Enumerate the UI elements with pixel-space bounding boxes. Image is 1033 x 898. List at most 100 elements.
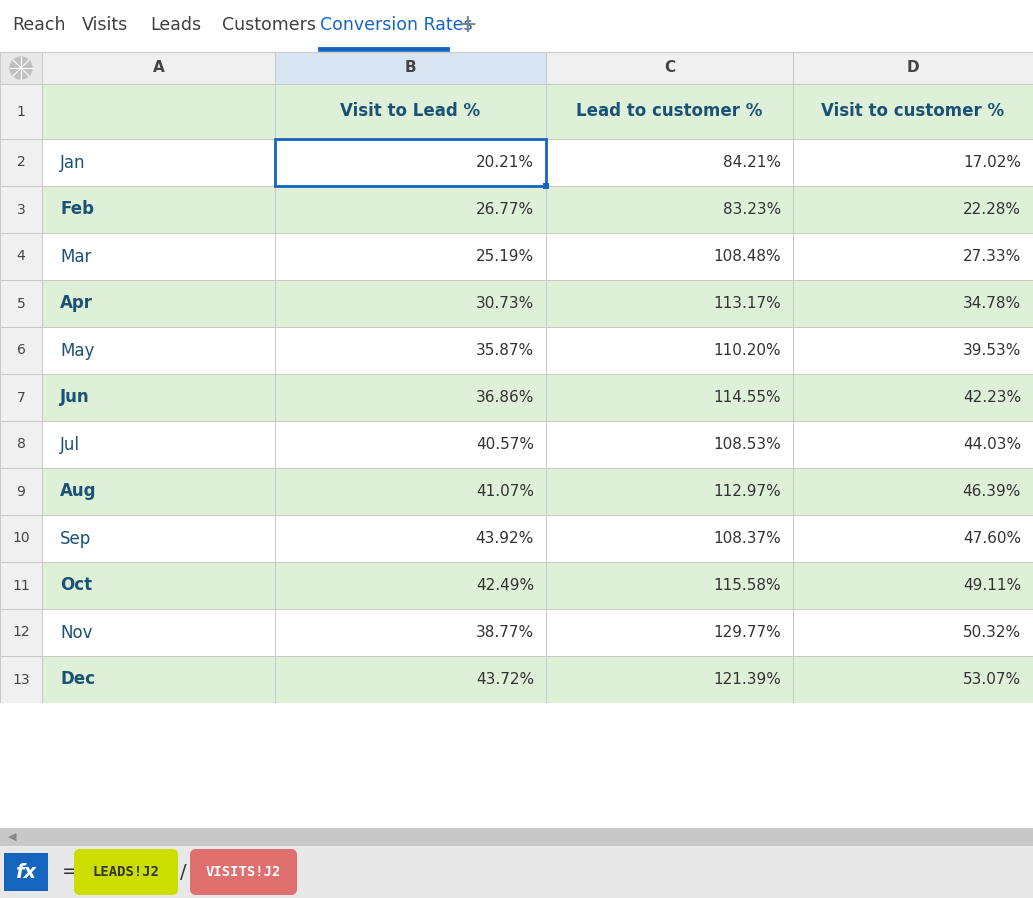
Text: 17.02%: 17.02% (963, 155, 1021, 170)
Bar (275, 233, 546, 280)
Bar (0, 52, 42, 84)
Text: Conversion Rates: Conversion Rates (320, 16, 473, 34)
Text: 9: 9 (17, 485, 26, 498)
Text: 50.32%: 50.32% (963, 625, 1021, 640)
Text: /: / (180, 862, 187, 882)
Bar (546, 233, 793, 280)
Text: 1: 1 (17, 104, 26, 119)
Bar (42, 233, 275, 280)
Text: Dec: Dec (60, 671, 95, 689)
Text: 113.17%: 113.17% (713, 296, 781, 311)
Bar (42, 515, 275, 562)
Text: fx: fx (15, 862, 36, 882)
Bar (0, 468, 42, 515)
Bar (546, 562, 793, 609)
Bar (546, 327, 793, 374)
Text: 2: 2 (17, 155, 26, 170)
Text: Sep: Sep (60, 530, 91, 548)
Text: Visit to Lead %: Visit to Lead % (341, 102, 480, 120)
Text: 42.49%: 42.49% (476, 578, 534, 593)
Bar (0, 828, 1033, 846)
Text: 10: 10 (12, 532, 30, 545)
Bar (42, 374, 275, 421)
Bar (0, 327, 42, 374)
Bar (275, 186, 546, 233)
Text: Apr: Apr (60, 295, 93, 313)
Text: 83.23%: 83.23% (723, 202, 781, 217)
Text: 22.28%: 22.28% (963, 202, 1021, 217)
Bar (546, 84, 793, 139)
Bar (0, 84, 42, 139)
Bar (793, 327, 1033, 374)
Text: 34.78%: 34.78% (963, 296, 1021, 311)
Bar (793, 52, 1033, 84)
Text: 26.77%: 26.77% (476, 202, 534, 217)
Text: 11: 11 (12, 578, 30, 593)
Bar (546, 656, 793, 703)
Text: Nov: Nov (60, 623, 93, 641)
Text: 6: 6 (17, 344, 26, 357)
Text: 3: 3 (17, 203, 26, 216)
Text: 108.37%: 108.37% (713, 531, 781, 546)
Bar (0, 374, 42, 421)
Text: Reach: Reach (12, 16, 65, 34)
Bar (42, 84, 275, 139)
Bar (546, 515, 793, 562)
Text: Leads: Leads (150, 16, 201, 34)
Text: 39.53%: 39.53% (963, 343, 1021, 358)
Bar (275, 562, 546, 609)
Bar (793, 656, 1033, 703)
Bar (42, 52, 275, 84)
Text: 53.07%: 53.07% (963, 672, 1021, 687)
Text: 25.19%: 25.19% (476, 249, 534, 264)
Text: Jun: Jun (60, 389, 90, 407)
Bar (546, 186, 793, 233)
Bar (543, 183, 549, 189)
Text: 36.86%: 36.86% (475, 390, 534, 405)
Text: Aug: Aug (60, 482, 96, 500)
Text: 12: 12 (12, 626, 30, 639)
Text: 129.77%: 129.77% (713, 625, 781, 640)
Bar (42, 656, 275, 703)
Text: 35.87%: 35.87% (476, 343, 534, 358)
Text: 110.20%: 110.20% (714, 343, 781, 358)
Bar (546, 374, 793, 421)
Text: Lead to customer %: Lead to customer % (576, 102, 762, 120)
Bar (275, 656, 546, 703)
Bar (793, 84, 1033, 139)
Text: Jan: Jan (60, 154, 86, 172)
Bar (0, 515, 42, 562)
Bar (42, 421, 275, 468)
Bar (793, 139, 1033, 186)
Bar (42, 609, 275, 656)
Bar (275, 139, 546, 186)
Text: 114.55%: 114.55% (714, 390, 781, 405)
Bar (42, 139, 275, 186)
Bar (546, 609, 793, 656)
Circle shape (10, 57, 32, 79)
Bar (275, 421, 546, 468)
Text: 44.03%: 44.03% (963, 437, 1021, 452)
Text: 8: 8 (17, 437, 26, 452)
Text: 40.57%: 40.57% (476, 437, 534, 452)
Text: 20.21%: 20.21% (476, 155, 534, 170)
Bar (42, 280, 275, 327)
Text: 43.92%: 43.92% (476, 531, 534, 546)
Text: C: C (664, 60, 675, 75)
Text: Oct: Oct (60, 577, 92, 594)
Bar (793, 562, 1033, 609)
Bar (0, 0, 1033, 52)
Text: LEADS!J2: LEADS!J2 (93, 865, 159, 879)
Text: 84.21%: 84.21% (723, 155, 781, 170)
Bar (0, 656, 42, 703)
FancyBboxPatch shape (74, 849, 178, 895)
Bar (275, 609, 546, 656)
Text: ◀: ◀ (8, 832, 17, 842)
Bar (546, 421, 793, 468)
Text: 47.60%: 47.60% (963, 531, 1021, 546)
Bar (546, 468, 793, 515)
Bar (42, 562, 275, 609)
Bar (546, 52, 793, 84)
Text: Feb: Feb (60, 200, 94, 218)
Text: Visit to customer %: Visit to customer % (821, 102, 1004, 120)
